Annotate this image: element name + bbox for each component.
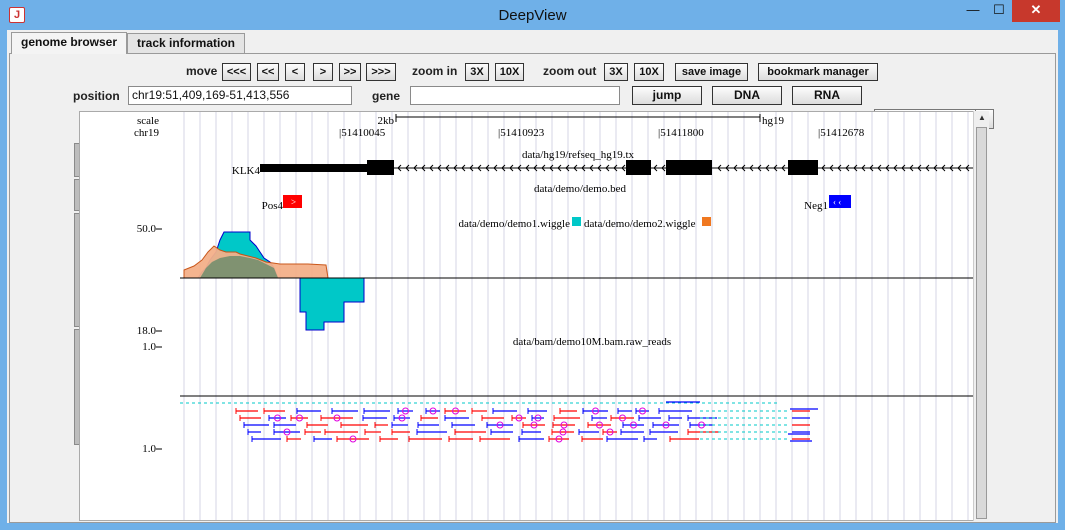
exon-3	[666, 160, 712, 175]
position-label: position	[73, 89, 120, 103]
wiggle1-legend-label: data/demo/demo1.wiggle	[459, 218, 571, 230]
refseq-track-label: data/hg19/refseq_hg19.tx	[522, 149, 635, 161]
bookmark-manager-button[interactable]: bookmark manager	[758, 63, 878, 81]
wiggle-axis-bottom: 18.0	[137, 325, 157, 337]
position-input[interactable]: chr19:51,409,169-51,413,556	[128, 86, 352, 105]
vertical-scrollbar[interactable]: ▲	[973, 111, 989, 521]
chrom-label: chr19	[134, 127, 160, 139]
svg-text:>: >	[291, 197, 296, 207]
exon-2	[626, 160, 651, 175]
minimize-button[interactable]: —	[966, 2, 980, 17]
window-client: genome browser track information move <<…	[7, 30, 1058, 523]
move-right-button[interactable]: >	[313, 63, 333, 81]
zoom-in-3x-button[interactable]: 3X	[465, 63, 489, 81]
exon-utr	[260, 164, 368, 172]
zoom-in-label: zoom in	[412, 64, 458, 78]
ruler-tick-2: |51410923	[498, 127, 545, 139]
tab-track-information[interactable]: track information	[127, 33, 245, 53]
ruler-tick-3: |51411800	[658, 127, 704, 139]
move-left-button[interactable]: <	[285, 63, 305, 81]
gene-name-label: KLK4	[232, 165, 261, 177]
genome-label: hg19	[762, 115, 785, 127]
gene-model-klk4[interactable]	[260, 160, 980, 175]
scale-bar-label: 2kb	[378, 115, 395, 127]
wiggle2-legend-swatch	[702, 217, 711, 226]
jump-button[interactable]: jump	[632, 86, 702, 105]
rna-button[interactable]: RNA	[792, 86, 862, 105]
title-bar[interactable]: J DeepView — ☐ ✕	[0, 0, 1065, 30]
bed-feature-neg1[interactable]: ‹ ‹	[829, 195, 851, 208]
genome-canvas[interactable]: scale chr19 2kb hg19 |51410045 |51410923…	[79, 111, 983, 521]
bed-feature-neg1-label: Neg1	[804, 200, 828, 212]
svg-text:‹ ‹: ‹ ‹	[833, 197, 841, 207]
maximize-button[interactable]: ☐	[993, 2, 1005, 17]
reads-track-label: data/bam/demo10M.bam.raw_reads	[513, 336, 671, 348]
wiggle-axis-top: 50.0	[137, 223, 157, 235]
move-far-left-button[interactable]: <<<	[222, 63, 251, 81]
scale-bar	[395, 114, 761, 122]
wiggle2-legend-label: data/demo/demo2.wiggle	[584, 218, 696, 230]
scroll-up-arrow-icon[interactable]: ▲	[978, 113, 986, 122]
bed-feature-pos4[interactable]: >	[283, 195, 302, 208]
java-icon[interactable]: J	[9, 7, 25, 23]
save-image-button[interactable]: save image	[675, 63, 748, 81]
move-left-more-button[interactable]: <<	[257, 63, 279, 81]
move-far-right-button[interactable]: >>>	[366, 63, 396, 81]
strand-arrows	[397, 164, 978, 172]
close-button[interactable]: ✕	[1012, 0, 1060, 22]
dna-button[interactable]: DNA	[712, 86, 782, 105]
exon-1	[367, 160, 394, 175]
zoom-out-label: zoom out	[543, 64, 597, 78]
bed-track-label: data/demo/demo.bed	[534, 183, 626, 195]
zoom-out-10x-button[interactable]: 10X	[634, 63, 664, 81]
ruler-tick-4: |51412678	[818, 127, 865, 139]
move-right-more-button[interactable]: >>	[339, 63, 361, 81]
exon-4	[788, 160, 818, 175]
wiggle2-signal[interactable]	[183, 245, 329, 279]
zoom-in-10x-button[interactable]: 10X	[495, 63, 524, 81]
gene-label: gene	[372, 89, 401, 103]
reads-axis-bottom: 1.0	[142, 443, 156, 455]
zoom-out-3x-button[interactable]: 3X	[604, 63, 628, 81]
aligned-reads[interactable]	[180, 401, 818, 443]
tab-genome-browser[interactable]: genome browser	[11, 32, 127, 54]
scale-label: scale	[137, 115, 159, 127]
wiggle1-legend-swatch	[572, 217, 581, 226]
window-title: DeepView	[498, 7, 567, 24]
scroll-thumb[interactable]	[976, 127, 987, 519]
vertical-grid	[183, 112, 969, 520]
reads-axis-top: 1.0	[142, 341, 156, 353]
ruler-tick-1: |51410045	[339, 127, 386, 139]
gene-input[interactable]	[410, 86, 620, 105]
wiggle1-signal[interactable]	[197, 231, 365, 331]
move-label: move	[186, 64, 218, 78]
bed-feature-pos4-label: Pos4	[262, 200, 284, 212]
